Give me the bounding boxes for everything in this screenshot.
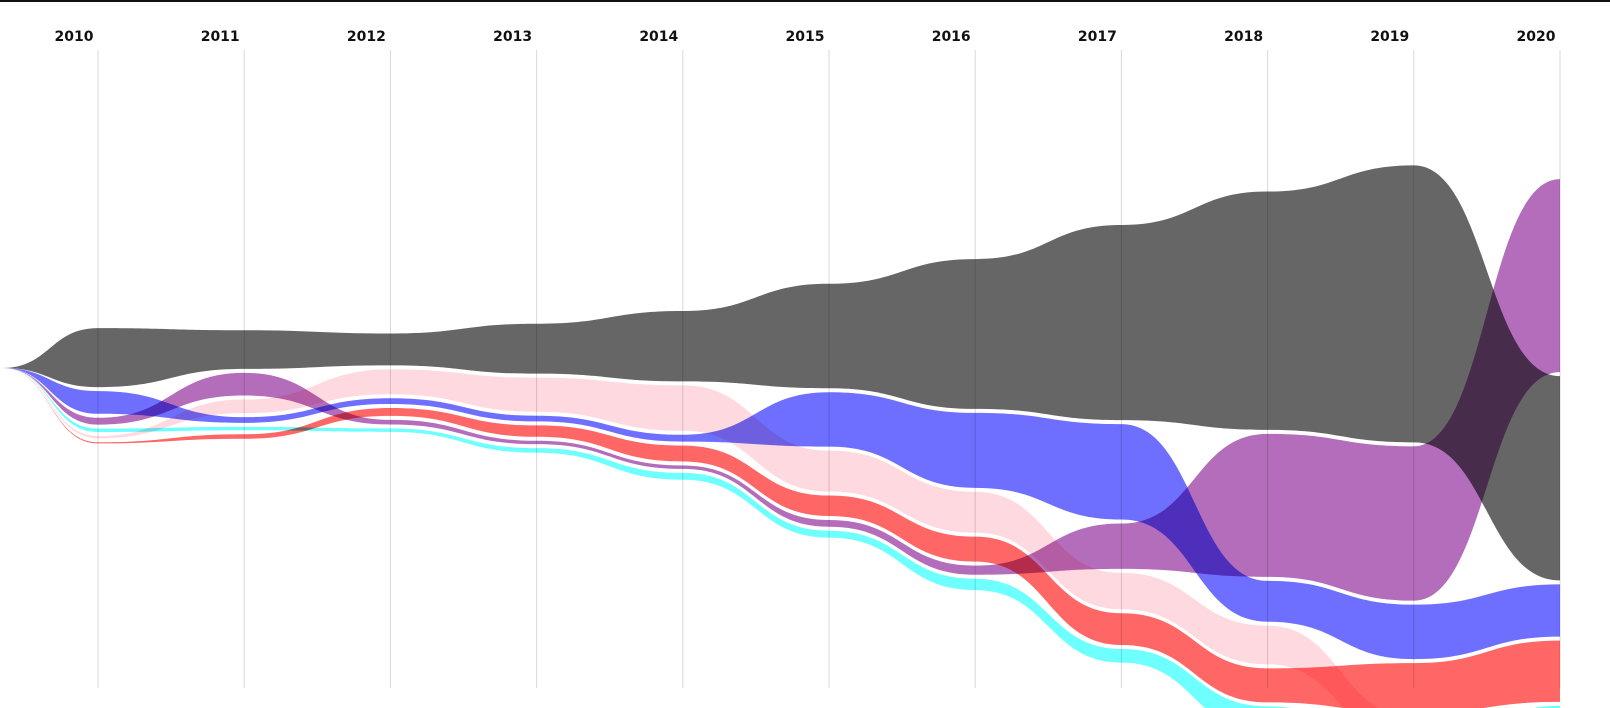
year-label-2015: 2015: [786, 29, 825, 45]
year-axis: 2010 2011 2012 2013 2014 2015 2016 2017 2018 2019…: [55, 29, 1556, 45]
year-label-2013: 2013: [493, 29, 532, 45]
stream-series-3: [2, 368, 1560, 660]
year-label-2012: 2012: [347, 29, 386, 45]
year-label-2020: 2020: [1517, 29, 1556, 45]
year-label-2014: 2014: [639, 29, 678, 45]
stream-series-1: [2, 165, 1560, 581]
streams: [2, 165, 1560, 708]
year-label-2010: 2010: [55, 29, 94, 45]
year-label-2019: 2019: [1370, 29, 1409, 45]
top-border-line: [0, 0, 1610, 2]
stream-series-6: [2, 368, 1560, 708]
year-label-2017: 2017: [1078, 29, 1117, 45]
stream-series-2: [2, 179, 1560, 601]
year-label-2011: 2011: [201, 29, 240, 45]
year-label-2018: 2018: [1224, 29, 1263, 45]
year-label-2016: 2016: [932, 29, 971, 45]
